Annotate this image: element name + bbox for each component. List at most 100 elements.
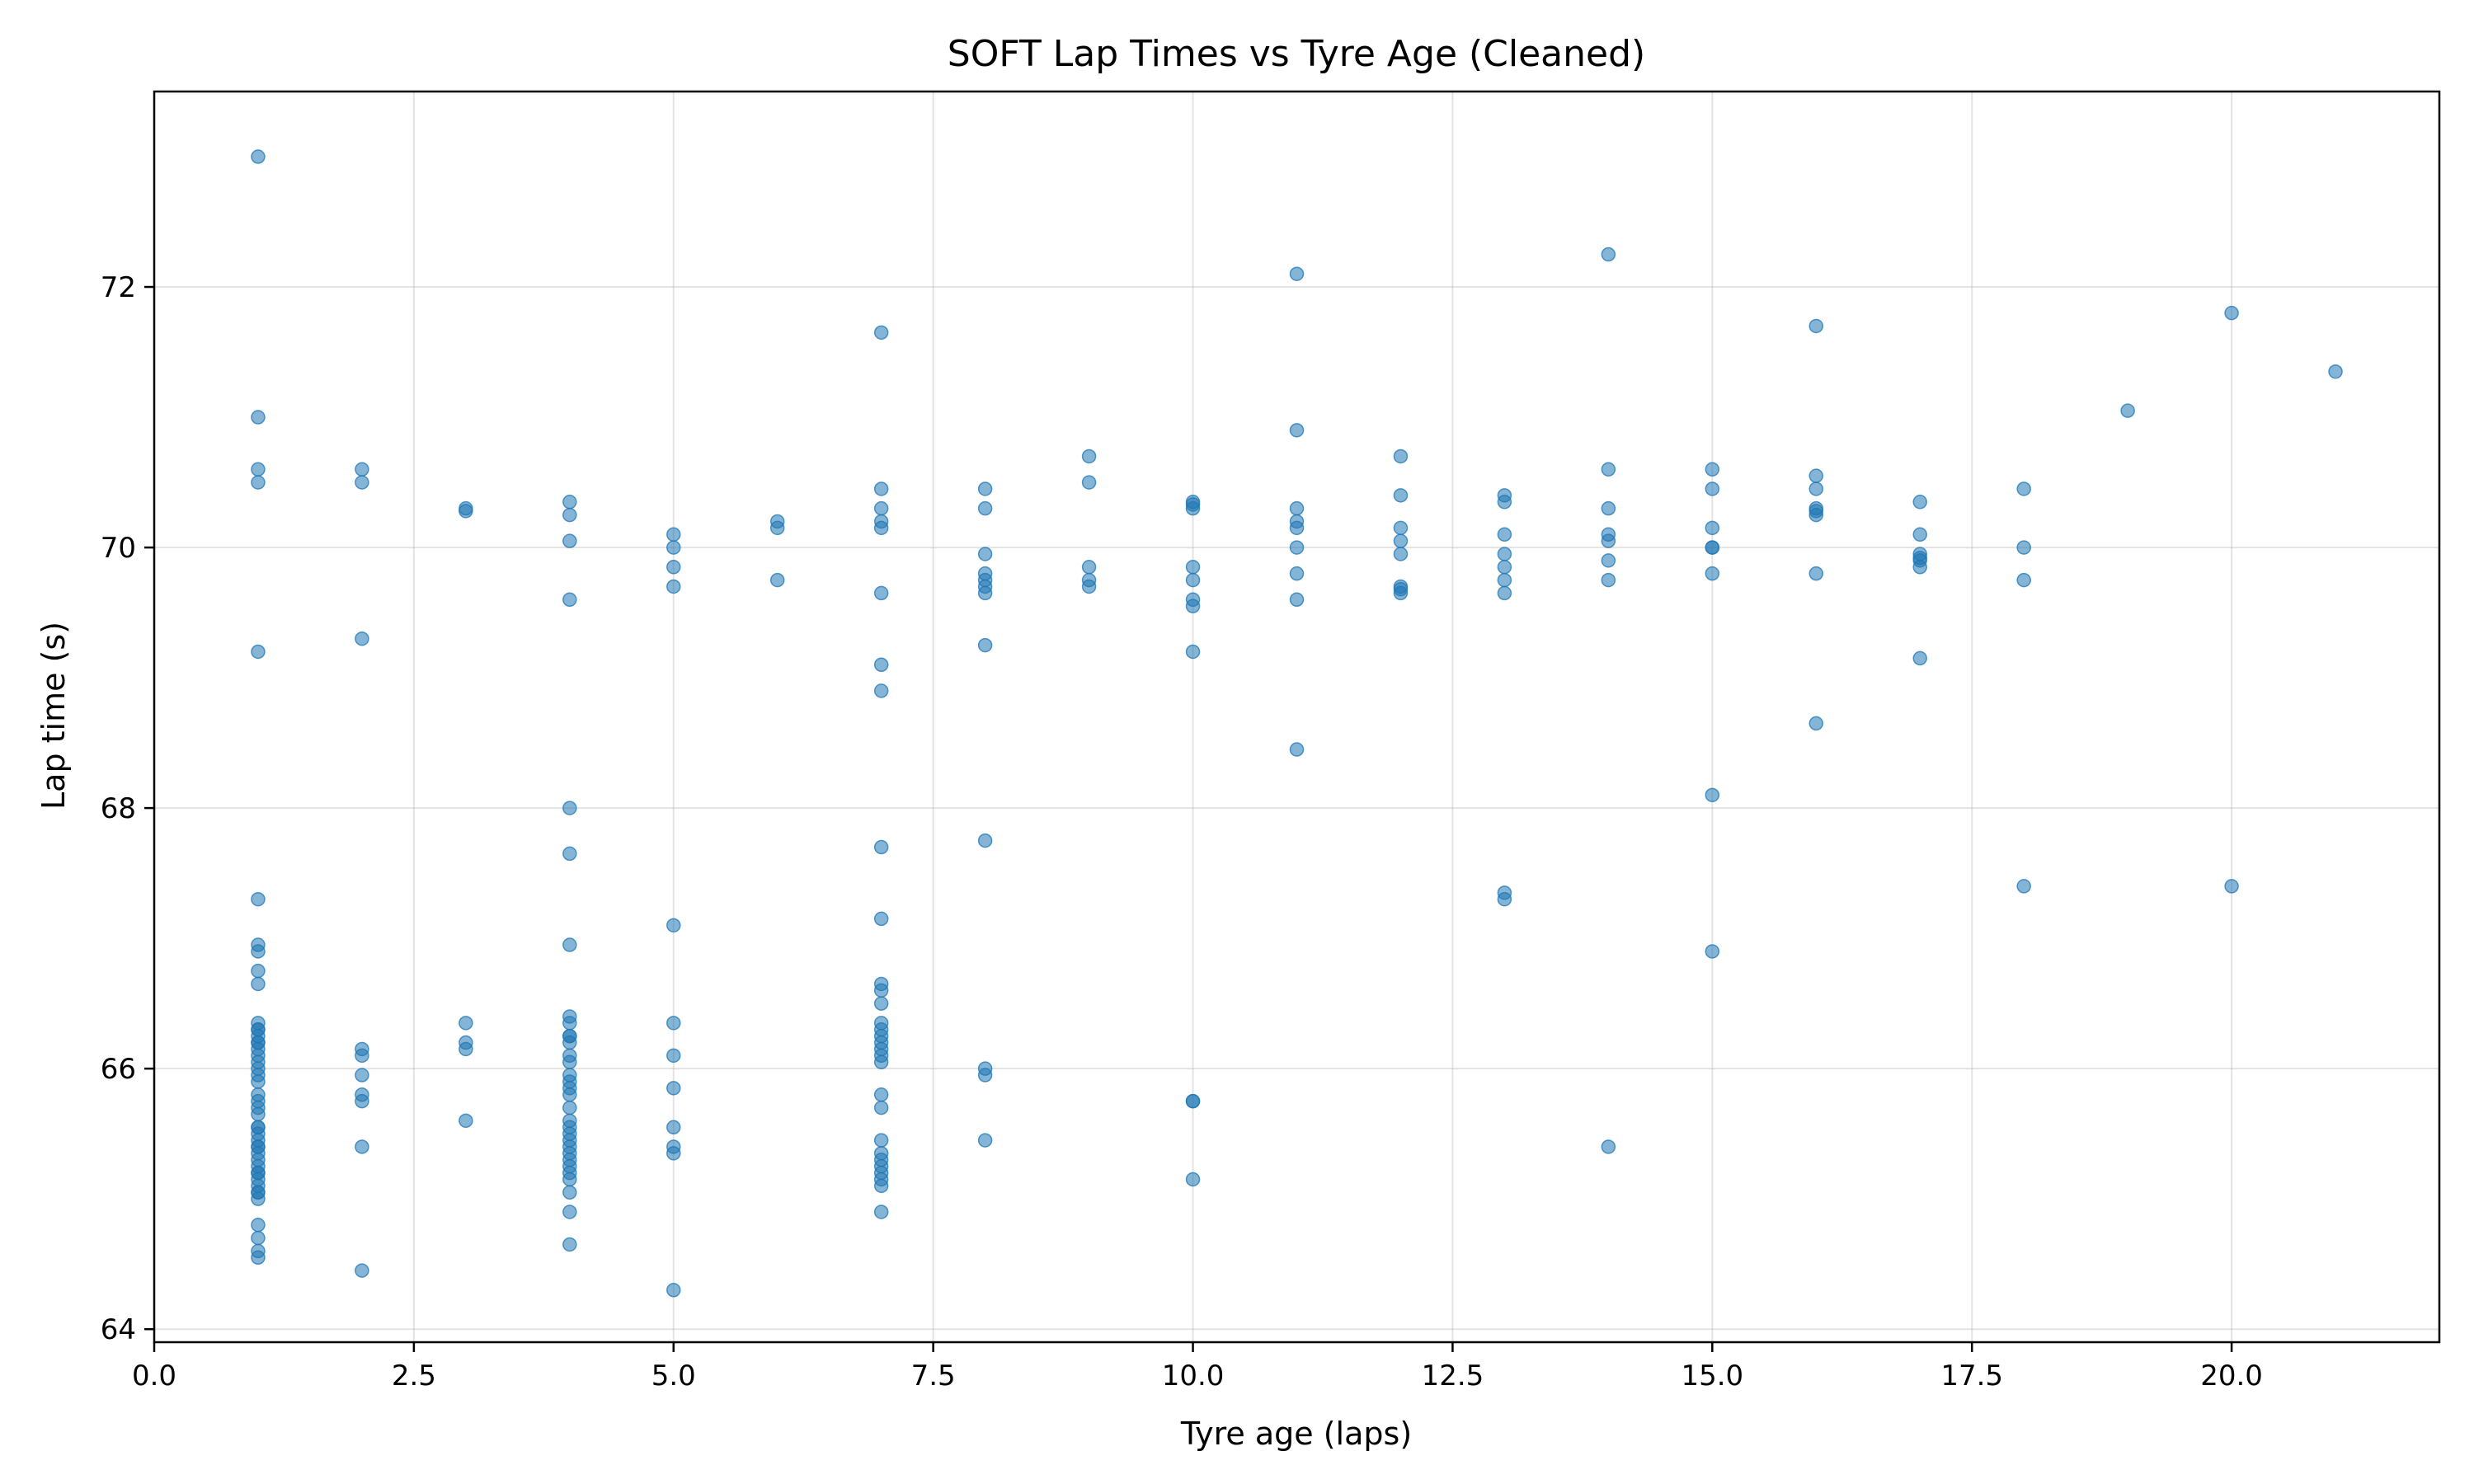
data-point	[873, 1054, 889, 1070]
data-point	[355, 631, 369, 646]
data-point	[562, 846, 577, 862]
data-point	[977, 1133, 993, 1148]
data-point	[873, 1087, 889, 1102]
plot-frame	[153, 90, 2441, 1344]
data-point	[1289, 500, 1305, 516]
data-point	[459, 504, 473, 519]
data-point	[1393, 547, 1409, 561]
data-point	[355, 1068, 369, 1082]
data-point	[1497, 585, 1512, 601]
data-point	[1705, 520, 1720, 536]
data-point	[666, 527, 681, 542]
data-point	[1081, 560, 1097, 575]
x-tick-label: 20.0	[2200, 1360, 2263, 1392]
y-tick-label: 68	[101, 792, 136, 825]
data-point	[1601, 572, 1616, 588]
data-point	[977, 500, 993, 516]
data-point	[769, 572, 785, 588]
data-point	[1081, 448, 1097, 464]
data-point	[1497, 891, 1512, 907]
data-point	[1705, 566, 1720, 581]
data-point	[1393, 488, 1409, 503]
data-point	[1393, 581, 1409, 597]
data-point	[1601, 462, 1616, 477]
data-point	[251, 462, 266, 477]
data-point	[1601, 553, 1616, 568]
data-point	[666, 1283, 681, 1298]
data-point	[1185, 1172, 1201, 1187]
data-point	[251, 1106, 266, 1122]
data-point	[1185, 572, 1201, 588]
data-point	[873, 500, 889, 516]
data-point	[1185, 644, 1201, 660]
data-points	[251, 149, 2343, 1298]
data-point	[977, 547, 993, 561]
data-point	[1705, 787, 1720, 803]
data-point	[2016, 540, 2031, 555]
data-point	[2016, 572, 2031, 588]
data-point	[873, 983, 889, 998]
data-point	[2016, 879, 2031, 894]
data-point	[1289, 266, 1305, 281]
data-point	[251, 976, 266, 992]
data-point	[562, 1205, 577, 1219]
data-point	[1705, 540, 1720, 555]
data-point	[977, 481, 993, 496]
data-point	[1185, 599, 1201, 613]
data-point	[562, 1185, 577, 1200]
data-point	[1601, 533, 1616, 548]
data-point	[873, 657, 889, 673]
data-point	[1912, 550, 1927, 566]
data-point	[562, 1087, 577, 1102]
data-point	[2224, 305, 2239, 321]
data-point	[873, 325, 889, 340]
data-point	[1808, 504, 1824, 519]
y-tick-label: 70	[101, 532, 136, 565]
data-point	[1393, 533, 1409, 548]
data-point	[1289, 423, 1305, 438]
data-point	[873, 911, 889, 927]
data-point	[562, 1133, 577, 1148]
data-point	[251, 1139, 266, 1154]
data-point	[666, 1048, 681, 1064]
data-point	[1185, 497, 1201, 512]
data-point	[873, 683, 889, 698]
data-point	[251, 1165, 266, 1181]
data-point	[2328, 364, 2343, 379]
data-point	[873, 481, 889, 496]
data-point	[355, 1263, 369, 1278]
data-point	[873, 1100, 889, 1115]
data-point	[1289, 592, 1305, 608]
data-point	[251, 963, 266, 979]
data-point	[1808, 481, 1824, 496]
data-point	[2016, 481, 2031, 496]
data-point	[251, 1022, 266, 1037]
data-point	[1808, 566, 1824, 581]
data-point	[1497, 572, 1512, 588]
data-point	[1497, 527, 1512, 542]
data-point	[1185, 560, 1201, 575]
x-tick-label: 2.5	[392, 1360, 436, 1392]
data-point	[977, 833, 993, 848]
data-point	[1808, 716, 1824, 731]
y-tick-label: 64	[101, 1313, 136, 1346]
data-point	[2224, 879, 2239, 894]
data-point	[562, 1074, 577, 1089]
data-point	[355, 462, 369, 477]
x-tick-label: 5.0	[651, 1360, 696, 1392]
x-tick-label: 10.0	[1162, 1360, 1225, 1392]
data-point	[459, 1041, 473, 1057]
data-point	[459, 1016, 473, 1031]
data-point	[251, 1250, 266, 1266]
data-point	[1185, 1093, 1201, 1109]
data-point	[1601, 500, 1616, 516]
x-axis-label: Tyre age (laps)	[1180, 1416, 1412, 1452]
data-point	[1393, 520, 1409, 536]
data-point	[562, 1153, 577, 1167]
data-point	[251, 475, 266, 490]
data-point	[251, 1120, 266, 1135]
data-point	[1289, 520, 1305, 536]
y-tick-label: 72	[101, 271, 136, 304]
x-axis-ticks: 0.0 2.5 5.0 7.5 10.0 12.5 15.0 17.5 20.0	[132, 1342, 2263, 1392]
